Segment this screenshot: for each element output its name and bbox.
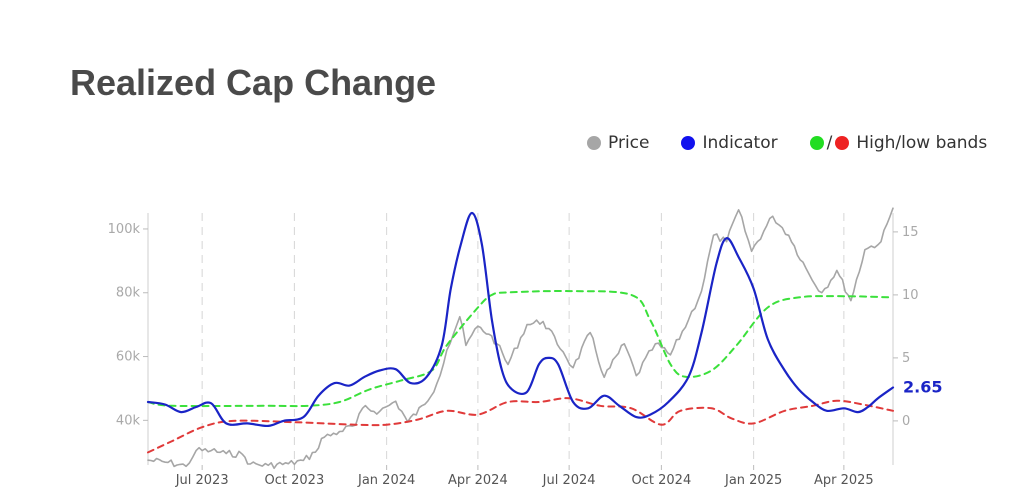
y-right-tick-label: 10 (902, 288, 919, 303)
y-left-tick-label: 60k (116, 350, 141, 365)
chart-title: Realized Cap Change (70, 62, 437, 103)
series-line-high-band (147, 290, 894, 408)
series-line-indicator (146, 211, 895, 428)
y-left-tick-label: 100k (108, 222, 141, 237)
legend-item-bands[interactable]: / High/low bands (809, 133, 988, 153)
low-band-dot-icon (835, 136, 850, 150)
legend-label-bands: High/low bands (856, 133, 988, 153)
x-tick-label: Oct 2023 (265, 473, 325, 488)
x-tick-label: Jan 2024 (357, 473, 415, 488)
x-tick-label: Jul 2023 (175, 473, 229, 488)
legend-label-price: Price (608, 133, 650, 153)
x-tick-label: Oct 2024 (632, 473, 692, 488)
series-line-low-band (147, 397, 894, 454)
price-dot-icon (587, 136, 601, 150)
y-right-tick-label: 15 (902, 225, 919, 240)
y-left-tick-label: 40k (116, 413, 141, 428)
x-tick-label: Apr 2025 (814, 473, 874, 488)
y-right-tick-label: 5 (902, 351, 910, 366)
x-tick-label: Jul 2024 (542, 473, 596, 488)
chart-legend: Price Indicator / High/low bands (587, 133, 987, 153)
high-band-dot-icon (809, 136, 824, 150)
legend-item-indicator[interactable]: Indicator (681, 133, 778, 153)
indicator-dot-icon (681, 136, 696, 150)
indicator-last-value-label: 2.65 (903, 378, 942, 397)
series-line-price (147, 207, 894, 470)
x-tick-label: Jan 2025 (724, 473, 782, 488)
legend-item-price[interactable]: Price (587, 133, 649, 153)
legend-slash: / (826, 133, 833, 153)
y-right-tick-label: 0 (902, 414, 910, 429)
y-left-tick-label: 80k (116, 286, 141, 301)
legend-label-indicator: Indicator (702, 133, 778, 153)
x-tick-label: Apr 2024 (448, 473, 508, 488)
